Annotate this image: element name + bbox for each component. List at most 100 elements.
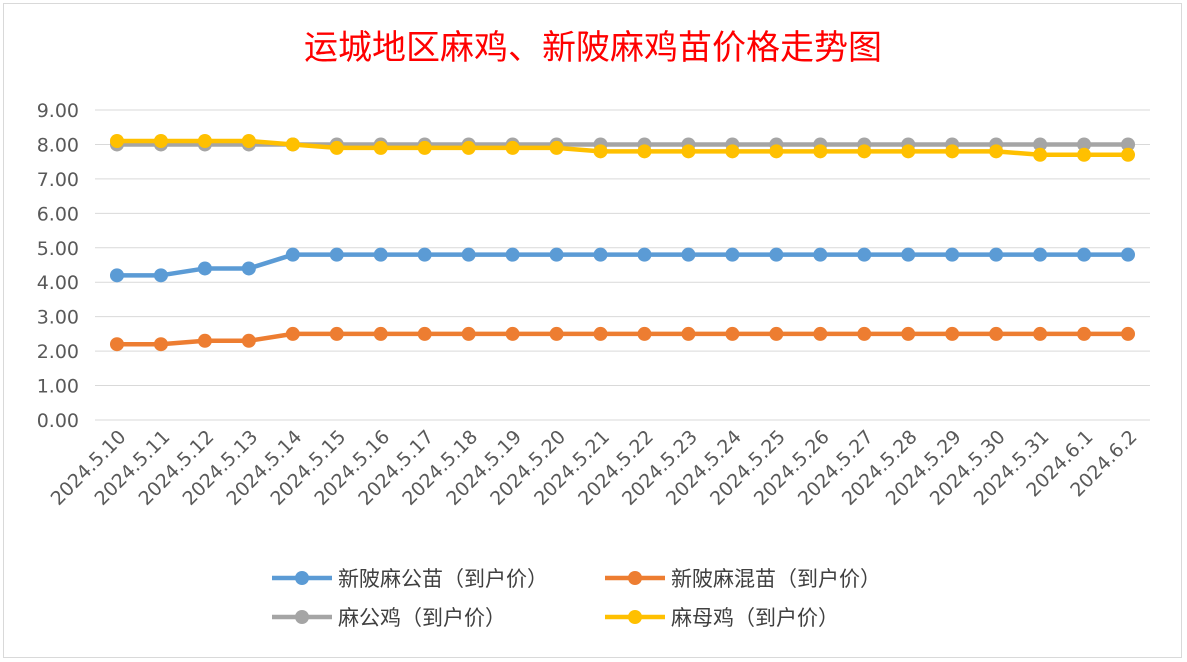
data-point: [109, 268, 124, 283]
data-point: [549, 326, 564, 341]
data-point: [725, 144, 740, 159]
data-point: [1077, 247, 1092, 262]
y-tick-label: 5.00: [37, 238, 79, 260]
y-tick-label: 4.00: [37, 272, 79, 294]
data-point: [593, 247, 608, 262]
data-point: [505, 140, 520, 155]
data-point: [637, 326, 652, 341]
data-point: [769, 326, 784, 341]
series-line: [116, 138, 1129, 158]
data-point: [461, 326, 476, 341]
data-point: [593, 326, 608, 341]
data-point: [1121, 147, 1136, 162]
data-point: [109, 337, 124, 352]
data-point: [813, 247, 828, 262]
data-point: [373, 247, 388, 262]
data-point: [681, 247, 696, 262]
data-point: [461, 140, 476, 155]
data-point: [373, 140, 388, 155]
data-point: [329, 326, 344, 341]
data-point: [461, 247, 476, 262]
data-point: [285, 247, 300, 262]
data-point: [1077, 137, 1092, 152]
y-tick-label: 0.00: [37, 410, 79, 432]
data-point: [769, 247, 784, 262]
chart-frame: [3, 3, 1182, 658]
legend-label: 新陂麻混苗（到户价）: [671, 567, 881, 591]
data-point: [1121, 137, 1136, 152]
data-point: [417, 247, 432, 262]
data-point: [989, 247, 1004, 262]
data-point: [945, 247, 960, 262]
y-tick-label: 3.00: [37, 307, 79, 329]
data-point: [901, 326, 916, 341]
legend-label: 麻母鸡（到户价）: [671, 606, 839, 630]
y-axis: 0.00 1.00 2.00 3.00 4.00 5.00 6.00 7.00 8.00 9.00: [37, 100, 79, 432]
data-point: [681, 144, 696, 159]
y-tick-label: 2.00: [37, 341, 79, 363]
data-point: [1121, 326, 1136, 341]
data-point: [681, 326, 696, 341]
legend-label: 麻公鸡（到户价）: [338, 606, 506, 630]
data-point: [109, 134, 124, 148]
data-point: [637, 144, 652, 159]
legend: 新陂麻公苗（到户价） 新陂麻混苗（到户价） 麻公鸡（到户价） 麻母鸡（到户价）: [272, 567, 881, 630]
series-line: [116, 252, 1129, 278]
legend-marker: [628, 610, 642, 624]
legend-marker: [295, 571, 309, 585]
data-point: [1033, 147, 1048, 162]
data-point: [769, 144, 784, 159]
data-point: [549, 140, 564, 155]
data-point: [857, 144, 872, 159]
series-2: [109, 326, 1136, 352]
data-point: [1033, 247, 1048, 262]
data-point: [901, 144, 916, 159]
data-point: [417, 140, 432, 155]
data-point: [813, 144, 828, 159]
data-point: [285, 137, 300, 152]
data-point: [329, 247, 344, 262]
y-tick-label: 9.00: [37, 100, 79, 122]
data-point: [241, 261, 256, 276]
data-point: [1033, 326, 1048, 341]
data-point: [989, 144, 1004, 159]
data-point: [417, 326, 432, 341]
series-layer: [109, 134, 1136, 352]
data-point: [813, 326, 828, 341]
y-tick-label: 6.00: [37, 203, 79, 225]
data-point: [549, 247, 564, 262]
data-point: [153, 268, 168, 283]
data-point: [945, 144, 960, 159]
chart-title: 运城地区麻鸡、新陂麻鸡苗价格走势图: [304, 28, 882, 68]
series-4: [109, 134, 1136, 162]
data-point: [637, 247, 652, 262]
data-point: [1121, 247, 1136, 262]
data-point: [1033, 137, 1048, 152]
data-point: [1077, 326, 1092, 341]
data-point: [373, 326, 388, 341]
data-point: [505, 247, 520, 262]
data-point: [197, 134, 212, 148]
legend-entry: 麻母鸡（到户价）: [605, 606, 839, 630]
series-1: [109, 247, 1136, 283]
legend-marker: [628, 571, 642, 585]
data-point: [197, 261, 212, 276]
data-point: [329, 140, 344, 155]
data-point: [901, 247, 916, 262]
data-point: [241, 134, 256, 148]
y-tick-label: 1.00: [37, 376, 79, 398]
data-point: [857, 326, 872, 341]
data-point: [197, 333, 212, 348]
y-tick-label: 7.00: [37, 169, 79, 191]
legend-entry: 新陂麻公苗（到户价）: [272, 567, 548, 591]
data-point: [241, 333, 256, 348]
data-point: [1077, 147, 1092, 162]
data-point: [725, 326, 740, 341]
legend-entry: 麻公鸡（到户价）: [272, 606, 506, 630]
legend-label: 新陂麻公苗（到户价）: [338, 567, 548, 591]
data-point: [989, 326, 1004, 341]
series-line: [116, 331, 1129, 347]
data-point: [593, 144, 608, 159]
data-point: [153, 337, 168, 352]
legend-entry: 新陂麻混苗（到户价）: [605, 567, 881, 591]
